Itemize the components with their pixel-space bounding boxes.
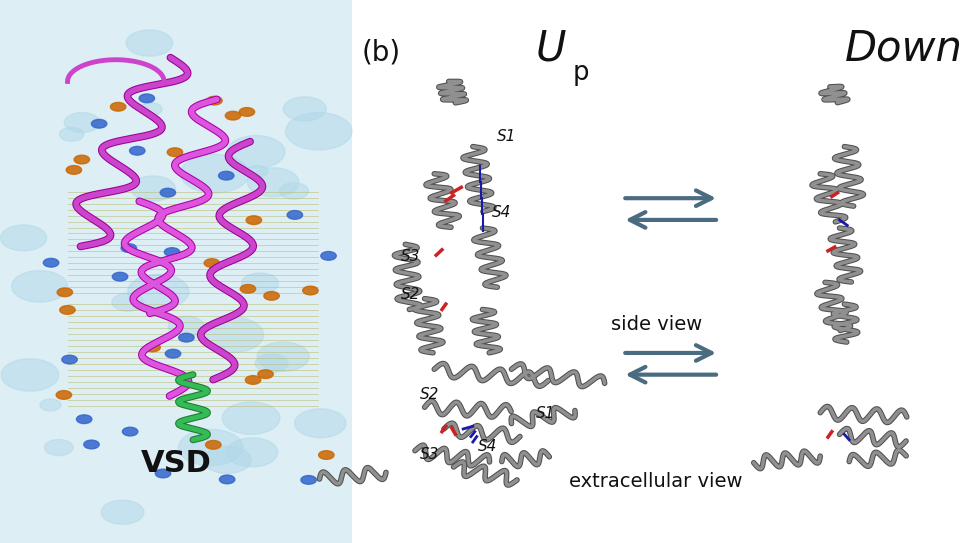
Circle shape — [284, 97, 326, 121]
Circle shape — [112, 272, 127, 281]
Circle shape — [222, 402, 280, 434]
Text: p: p — [572, 60, 589, 86]
Circle shape — [241, 273, 279, 294]
Circle shape — [60, 306, 75, 314]
Circle shape — [1, 225, 46, 251]
Circle shape — [127, 274, 189, 309]
Circle shape — [207, 96, 222, 105]
Circle shape — [129, 147, 145, 155]
Circle shape — [168, 316, 205, 337]
Circle shape — [258, 370, 273, 378]
Text: U: U — [536, 27, 566, 69]
Circle shape — [160, 188, 176, 197]
Circle shape — [179, 430, 243, 466]
Circle shape — [165, 349, 180, 358]
Circle shape — [112, 293, 144, 311]
Circle shape — [226, 438, 278, 467]
Circle shape — [155, 469, 171, 478]
Circle shape — [203, 446, 251, 473]
Circle shape — [239, 108, 255, 116]
Circle shape — [101, 500, 144, 525]
Circle shape — [205, 258, 220, 267]
Circle shape — [247, 166, 268, 177]
Circle shape — [179, 333, 194, 342]
Circle shape — [43, 258, 59, 267]
Circle shape — [225, 111, 240, 120]
Circle shape — [288, 211, 303, 219]
Circle shape — [218, 172, 234, 180]
Text: Down: Down — [844, 27, 962, 69]
Circle shape — [227, 136, 285, 168]
Text: S1: S1 — [536, 406, 555, 421]
FancyBboxPatch shape — [0, 0, 352, 543]
Circle shape — [245, 376, 261, 384]
Circle shape — [57, 288, 72, 296]
Circle shape — [126, 30, 173, 56]
Circle shape — [180, 154, 249, 193]
Circle shape — [110, 103, 125, 111]
Circle shape — [74, 155, 90, 164]
Text: S3: S3 — [400, 249, 420, 264]
Circle shape — [303, 286, 318, 295]
Circle shape — [320, 251, 336, 260]
Circle shape — [164, 248, 179, 256]
Circle shape — [40, 399, 61, 411]
Circle shape — [200, 317, 263, 353]
Circle shape — [145, 343, 160, 352]
Circle shape — [123, 427, 138, 436]
Circle shape — [263, 292, 279, 300]
Text: S2: S2 — [400, 287, 420, 302]
Text: S4: S4 — [478, 439, 497, 454]
Text: VSD: VSD — [141, 449, 212, 478]
Circle shape — [280, 183, 309, 199]
Circle shape — [301, 476, 317, 484]
Circle shape — [67, 166, 82, 174]
Circle shape — [84, 440, 99, 449]
Circle shape — [247, 168, 299, 197]
Text: S3: S3 — [420, 447, 439, 462]
Circle shape — [255, 354, 289, 372]
Circle shape — [76, 415, 92, 424]
Text: extracellular view: extracellular view — [569, 472, 743, 491]
Circle shape — [257, 342, 309, 371]
Text: S4: S4 — [492, 205, 511, 220]
Circle shape — [12, 270, 68, 302]
Circle shape — [140, 103, 162, 116]
Circle shape — [121, 244, 136, 252]
Circle shape — [44, 439, 73, 456]
Circle shape — [219, 475, 234, 484]
Text: side view: side view — [611, 315, 702, 334]
Circle shape — [62, 355, 77, 364]
Circle shape — [131, 176, 176, 201]
Circle shape — [240, 285, 256, 293]
Circle shape — [286, 112, 352, 150]
Text: (b): (b) — [362, 38, 401, 66]
Circle shape — [92, 119, 107, 128]
Circle shape — [60, 128, 84, 141]
Circle shape — [294, 409, 346, 438]
Circle shape — [206, 440, 221, 449]
Circle shape — [167, 148, 182, 156]
Text: S1: S1 — [497, 129, 516, 144]
Circle shape — [246, 216, 262, 224]
Circle shape — [1, 359, 59, 391]
Text: S2: S2 — [420, 387, 439, 402]
Circle shape — [65, 112, 99, 132]
Circle shape — [56, 390, 71, 399]
Circle shape — [318, 451, 334, 459]
Circle shape — [139, 94, 154, 103]
